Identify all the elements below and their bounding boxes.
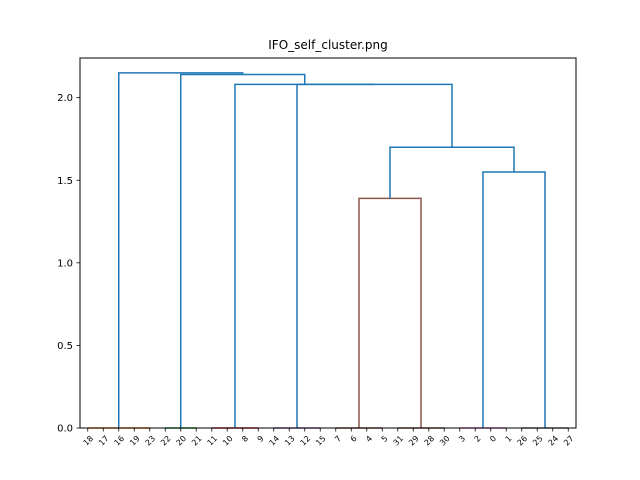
leaf-label: 8 <box>240 434 250 444</box>
y-axis: 0.0 0.5 1.0 1.5 2.0 <box>57 93 80 435</box>
y-tick-label: 2.0 <box>57 93 73 104</box>
leaf-label: 6 <box>349 434 359 444</box>
leaf-label: 1 <box>504 434 514 444</box>
y-tick-label: 0.5 <box>57 341 73 352</box>
y-tick-label: 0.0 <box>57 424 73 435</box>
dendrogram-link <box>234 83 375 428</box>
leaf-label: 3 <box>457 434 467 444</box>
y-tick-label: 1.5 <box>57 176 73 187</box>
leaf-label: 2 <box>473 434 483 444</box>
leaf-label: 0 <box>488 434 498 444</box>
leaf-label: 7 <box>333 434 343 444</box>
x-axis: 18 17 16 19 23 22 20 21 11 10 8 9 14 13 12 15 7 6 4 5 31 29 28… <box>82 428 576 448</box>
leaf-label: 9 <box>256 434 266 444</box>
chart-title: IFO_self_cluster.png <box>268 38 387 52</box>
dendrogram-link <box>118 72 244 428</box>
leaf-label: 5 <box>380 434 390 444</box>
plot-frame <box>79 57 577 429</box>
dendrogram-link <box>358 197 422 428</box>
leaf-label: 4 <box>364 434 374 444</box>
dendrogram-link <box>180 73 306 428</box>
y-tick-label: 1.0 <box>57 258 73 269</box>
